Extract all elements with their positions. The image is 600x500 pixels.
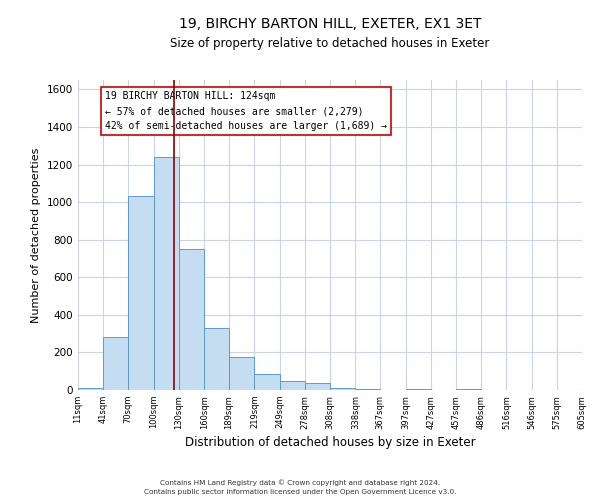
- Bar: [254, 374, 280, 390]
- Bar: [128, 196, 154, 390]
- Y-axis label: Number of detached properties: Number of detached properties: [31, 148, 41, 322]
- Bar: [103, 338, 128, 390]
- Bar: [305, 384, 330, 390]
- Text: 19 BIRCHY BARTON HILL: 124sqm
← 57% of detached houses are smaller (2,279)
42% o: 19 BIRCHY BARTON HILL: 124sqm ← 57% of d…: [105, 92, 387, 131]
- Bar: [154, 157, 179, 390]
- Bar: [457, 389, 481, 390]
- X-axis label: Distribution of detached houses by size in Exeter: Distribution of detached houses by size …: [185, 436, 475, 449]
- Bar: [229, 357, 254, 390]
- Text: 19, BIRCHY BARTON HILL, EXETER, EX1 3ET: 19, BIRCHY BARTON HILL, EXETER, EX1 3ET: [179, 18, 481, 32]
- Text: Contains HM Land Registry data © Crown copyright and database right 2024.
Contai: Contains HM Land Registry data © Crown c…: [144, 480, 456, 495]
- Bar: [280, 380, 305, 390]
- Bar: [78, 388, 103, 390]
- Text: Size of property relative to detached houses in Exeter: Size of property relative to detached ho…: [170, 38, 490, 51]
- Bar: [355, 389, 380, 390]
- Bar: [179, 249, 205, 390]
- Bar: [330, 388, 355, 390]
- Bar: [406, 389, 431, 390]
- Bar: [205, 328, 229, 390]
